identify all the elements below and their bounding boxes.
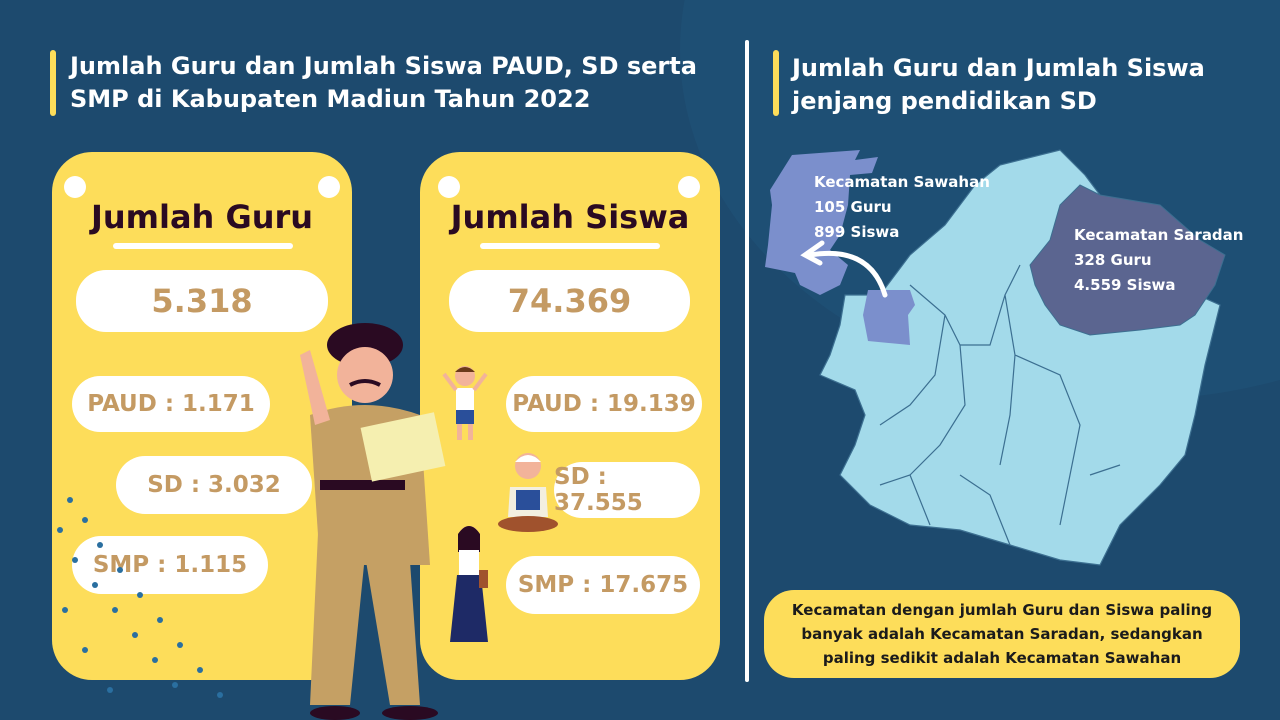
guru-smp: SMP : 1.115 (72, 536, 268, 594)
guru-card: Jumlah Guru 5.318 PAUD : 1.171 SD : 3.03… (52, 152, 352, 680)
section-divider (745, 40, 749, 682)
teacher-illustration (300, 323, 446, 720)
guru-paud: PAUD : 1.171 (72, 376, 270, 432)
conclusion-note: Kecamatan dengan jumlah Guru dan Siswa p… (764, 590, 1240, 678)
right-title: Jumlah Guru dan Jumlah Siswa jenjang pen… (792, 54, 1205, 115)
left-title: Jumlah Guru dan Jumlah Siswa PAUD, SD se… (70, 52, 697, 113)
sawahan-name: Kecamatan Sawahan (814, 173, 990, 191)
saradan-guru: 328 Guru (1074, 251, 1152, 269)
saradan-name: Kecamatan Saradan (1074, 226, 1244, 244)
siswa-card-title: Jumlah Siswa (450, 198, 690, 236)
sawahan-guru: 105 Guru (814, 198, 892, 216)
title-underline (113, 243, 293, 249)
card-hole (438, 176, 460, 198)
title-accent-bar (773, 50, 779, 116)
card-hole (318, 176, 340, 198)
saradan-siswa: 4.559 Siswa (1074, 276, 1176, 294)
saradan-label: Kecamatan Saradan 328 Guru 4.559 Siswa (1074, 223, 1243, 298)
guru-sd: SD : 3.032 (116, 456, 312, 514)
siswa-smp: SMP : 17.675 (506, 556, 700, 614)
student-boy-illustration (442, 366, 488, 440)
sawahan-siswa: 899 Siswa (814, 223, 900, 241)
student-reading-illustration (498, 453, 558, 532)
student-girl-illustration (450, 526, 488, 642)
title-underline (480, 243, 660, 249)
siswa-total: 74.369 (449, 270, 690, 332)
sawahan-label: Kecamatan Sawahan 105 Guru 899 Siswa (814, 170, 990, 245)
dot-pattern (57, 497, 223, 698)
card-hole (64, 176, 86, 198)
guru-total: 5.318 (76, 270, 328, 332)
siswa-sd: SD : 37.555 (554, 462, 700, 518)
title-accent-bar (50, 50, 56, 116)
card-hole (678, 176, 700, 198)
madiun-map (765, 149, 1226, 566)
guru-card-title: Jumlah Guru (90, 198, 314, 236)
siswa-paud: PAUD : 19.139 (506, 376, 702, 432)
